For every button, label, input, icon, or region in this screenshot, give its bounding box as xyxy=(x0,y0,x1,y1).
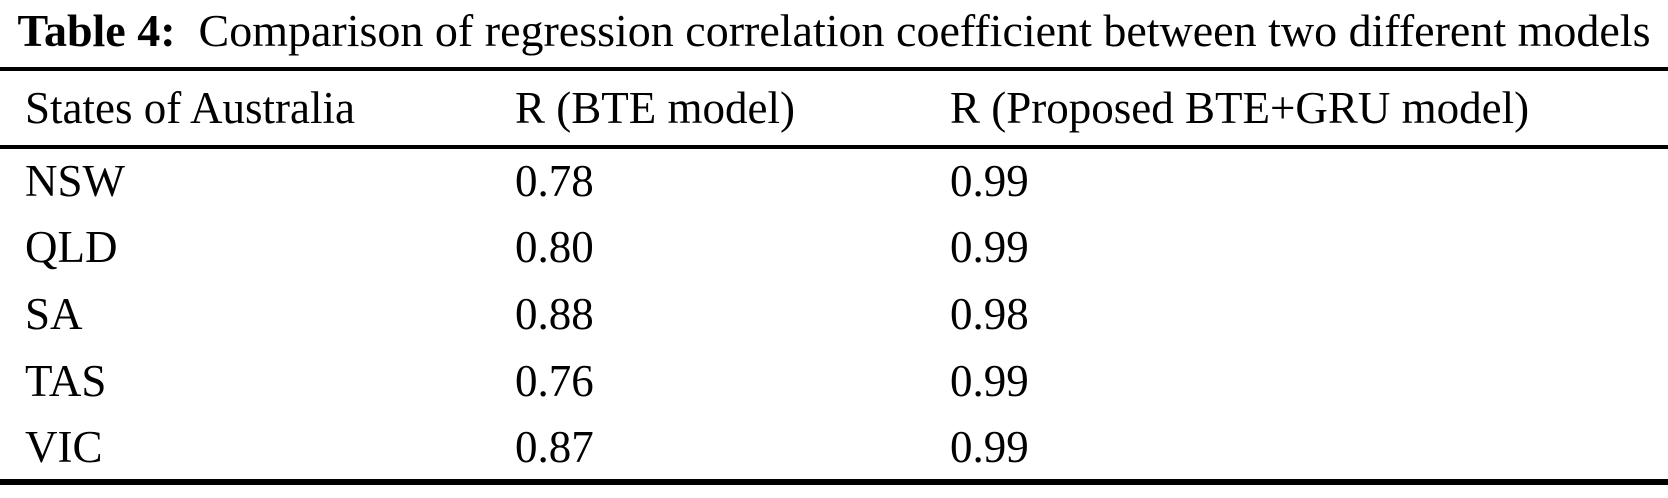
column-header-states: States of Australia xyxy=(0,68,490,149)
cell-state: SA xyxy=(25,289,83,340)
table-row: SA 0.88 0.98 xyxy=(0,281,1668,348)
table-caption: Table 4: Comparison of regression correl… xyxy=(0,0,1668,67)
cell-r-bte: 0.80 xyxy=(515,222,594,273)
cell-r-bte: 0.76 xyxy=(515,356,594,407)
table-row: QLD 0.80 0.99 xyxy=(0,214,1668,281)
comparison-table: States of Australia R (BTE model) R (Pro… xyxy=(0,66,1668,485)
cell-state: QLD xyxy=(25,222,118,273)
table-caption-label: Table 4: xyxy=(17,5,176,56)
cell-state: VIC xyxy=(25,421,103,472)
cell-r-bte: 0.88 xyxy=(515,289,594,340)
cell-r-bte: 0.87 xyxy=(515,421,594,472)
cell-r-bte-gru: 0.99 xyxy=(950,156,1029,207)
column-header-r-bte: R (BTE model) xyxy=(490,68,925,149)
table-row: VIC 0.87 0.99 xyxy=(0,415,1668,482)
table-body: NSW 0.78 0.99 QLD 0.80 0.99 SA 0.88 0.98… xyxy=(0,147,1668,482)
table-header: States of Australia R (BTE model) R (Pro… xyxy=(0,68,1668,149)
cell-r-bte-gru: 0.98 xyxy=(950,289,1029,340)
cell-r-bte-gru: 0.99 xyxy=(950,421,1029,472)
cell-state: NSW xyxy=(25,156,125,207)
cell-r-bte: 0.78 xyxy=(515,156,594,207)
column-header-r-bte-gru: R (Proposed BTE+GRU model) xyxy=(925,68,1668,149)
table-row: NSW 0.78 0.99 xyxy=(0,147,1668,214)
table-row: TAS 0.76 0.99 xyxy=(0,348,1668,415)
table-header-row: States of Australia R (BTE model) R (Pro… xyxy=(0,68,1668,149)
table-caption-text xyxy=(187,5,199,56)
cell-state: TAS xyxy=(25,356,107,407)
table-caption-body: Comparison of regression correlation coe… xyxy=(198,5,1651,56)
cell-r-bte-gru: 0.99 xyxy=(950,356,1029,407)
cell-r-bte-gru: 0.99 xyxy=(950,222,1029,273)
